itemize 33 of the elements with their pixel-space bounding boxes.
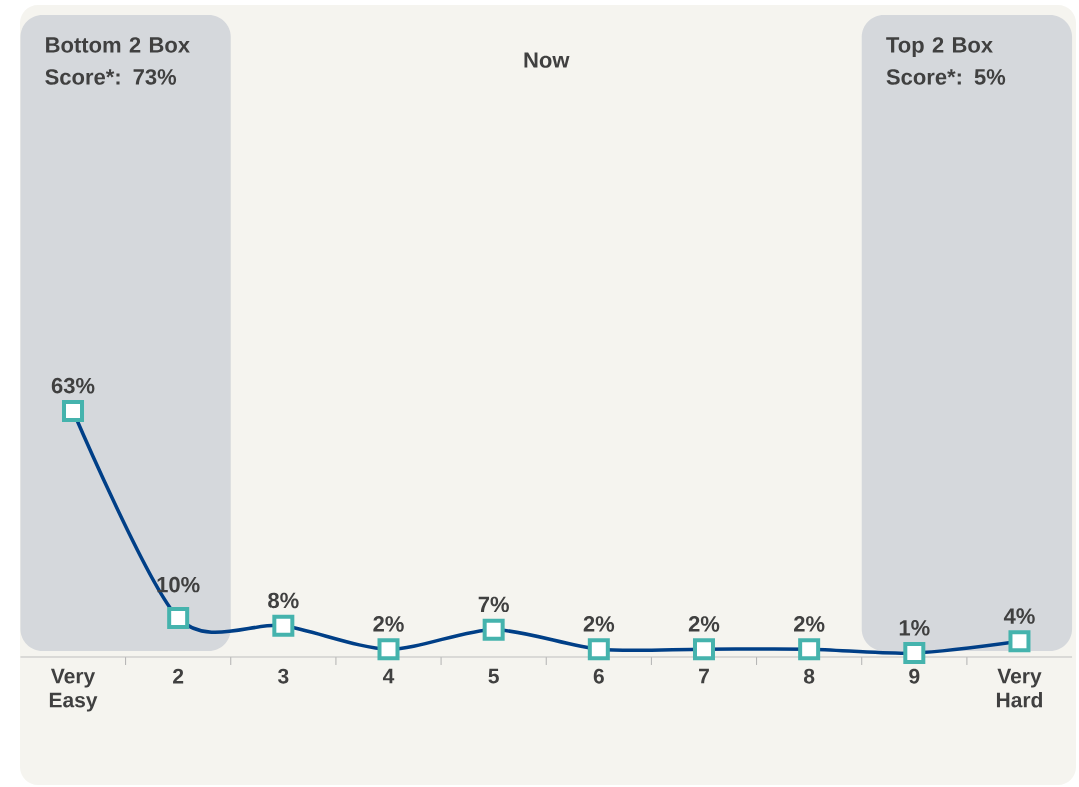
point	[272, 614, 295, 637]
x-tick-label: Very Hard	[996, 668, 1043, 708]
point	[587, 638, 610, 661]
point	[1008, 630, 1031, 653]
point	[903, 642, 926, 665]
x-tick-label: 8	[803, 668, 815, 684]
data-label: 2%	[794, 616, 825, 632]
point	[482, 618, 505, 641]
x-tick-label: 4	[382, 668, 395, 684]
band-label: Top 2 Box Score*: 5%	[886, 37, 1006, 85]
x-tick-label: 3	[277, 668, 289, 684]
point	[167, 606, 190, 629]
x-tick-label: Very Easy	[49, 668, 98, 712]
x-tick-label: 7	[699, 668, 709, 684]
x-tick-label: 2	[173, 668, 184, 684]
data-label: 2%	[583, 616, 615, 632]
point	[377, 638, 400, 661]
chart-title: Now	[524, 52, 570, 68]
data-label: 10%	[157, 576, 200, 593]
x-tick-label: 5	[488, 668, 499, 684]
point	[798, 638, 821, 661]
data-label: 7%	[478, 596, 509, 613]
data-label: 1%	[899, 620, 930, 636]
data-label: 63%	[51, 377, 95, 394]
point	[62, 399, 85, 422]
point	[692, 638, 715, 661]
x-tick-label: 6	[593, 668, 604, 684]
data-label: 2%	[688, 616, 720, 632]
data-label: 8%	[268, 592, 299, 609]
band-label: Bottom 2 Box Score*: 73%	[45, 37, 190, 85]
data-label: 2%	[373, 616, 404, 632]
data-label: 4%	[1003, 608, 1035, 624]
x-tick-label: 9	[909, 668, 920, 684]
